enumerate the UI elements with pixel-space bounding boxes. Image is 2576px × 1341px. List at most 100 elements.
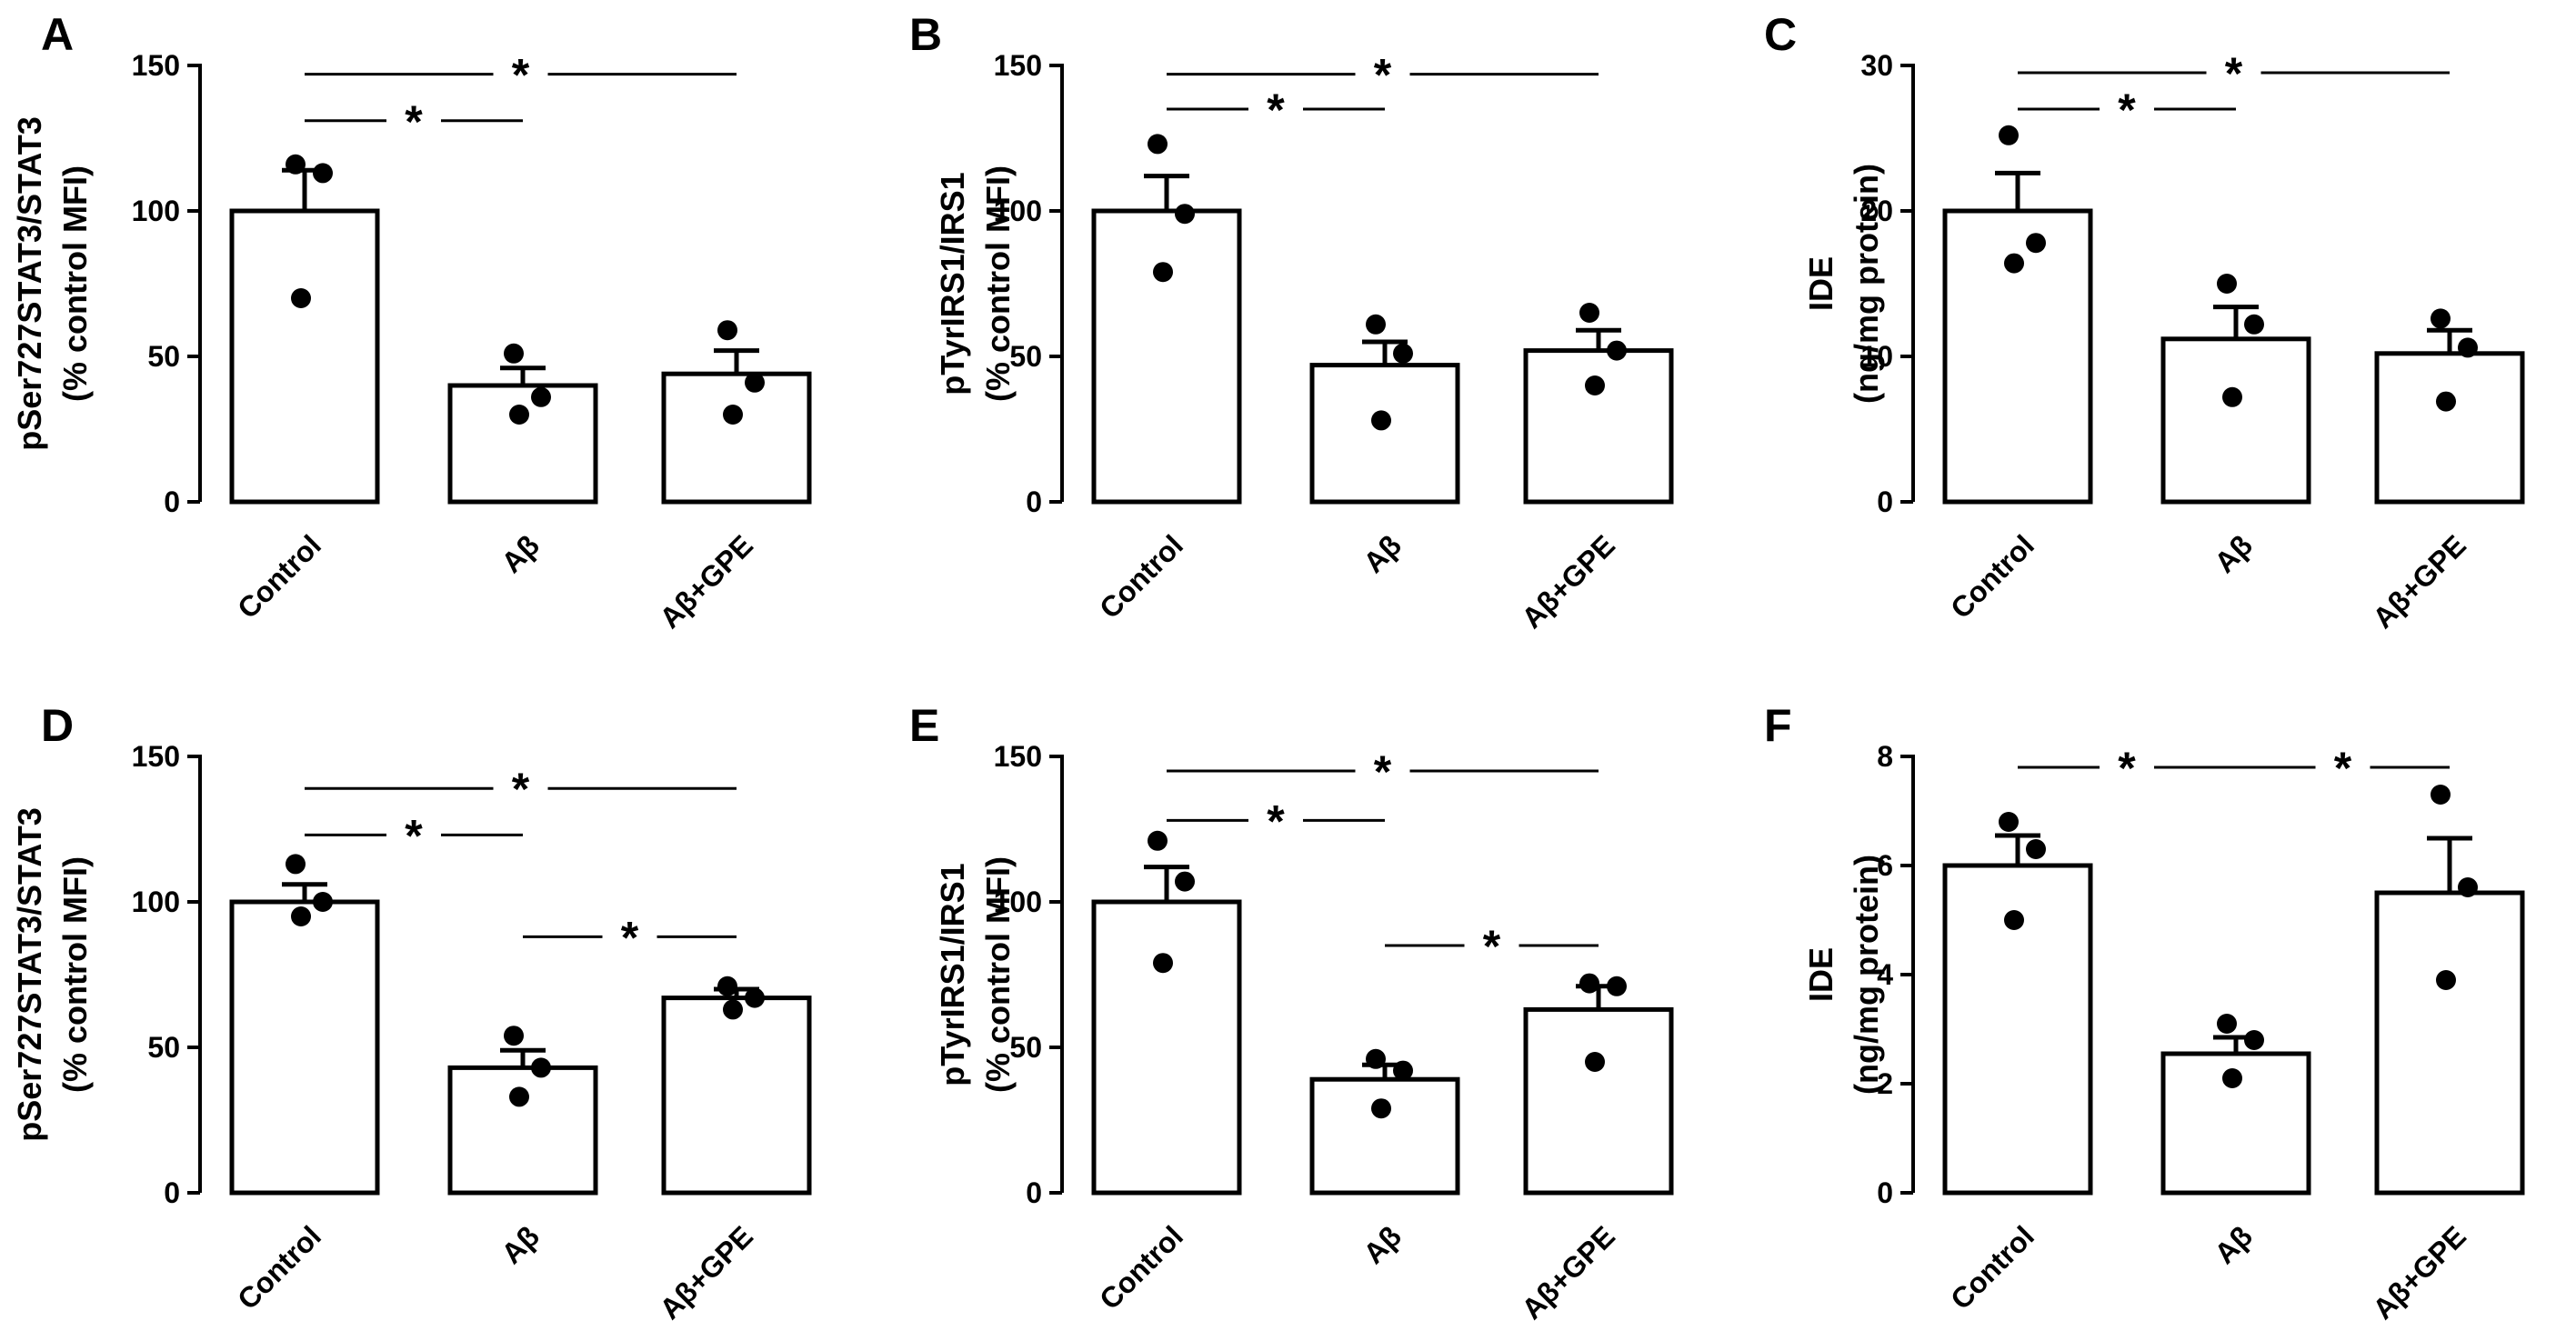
x-category-label: Aβ+GPE — [2366, 528, 2472, 635]
y-tick-label: 0 — [164, 485, 180, 518]
significance-star: * — [512, 764, 530, 815]
x-category-label: Aβ — [2208, 1219, 2259, 1270]
data-point — [2431, 308, 2451, 329]
y-tick-label: 0 — [164, 1176, 180, 1209]
data-point — [2026, 839, 2046, 859]
data-point — [291, 288, 311, 308]
significance-star: * — [2334, 743, 2352, 794]
bar-0 — [229, 208, 380, 505]
bar-1 — [1309, 363, 1460, 505]
significance-star: * — [621, 912, 639, 963]
x-category-label: Control — [231, 528, 327, 625]
x-category-label: Aβ — [2208, 528, 2259, 579]
data-point — [1607, 340, 1627, 361]
y-tick-label: 50 — [1009, 1031, 1042, 1064]
y-tick-label: 0 — [1026, 485, 1042, 518]
data-point — [531, 1057, 551, 1078]
significance-star: * — [1267, 796, 1285, 846]
bar-1 — [447, 383, 598, 505]
data-point — [745, 372, 765, 393]
data-point — [286, 154, 306, 175]
data-point — [504, 1026, 524, 1046]
y-tick-label: 0 — [1026, 1176, 1042, 1209]
x-category-label: Control — [1093, 528, 1189, 625]
y-axis-unit: (% control MFI) — [979, 856, 1017, 1093]
y-axis-title: pTyrIRS1/IRS1 — [934, 863, 971, 1086]
data-point — [1579, 303, 1599, 323]
data-point — [291, 906, 311, 926]
data-point — [717, 320, 737, 341]
data-point — [509, 1086, 529, 1107]
data-point — [509, 405, 529, 425]
panel-letter: D — [41, 700, 74, 751]
y-tick-label: 20 — [1860, 195, 1893, 227]
data-point — [313, 892, 333, 912]
significance-star: * — [1483, 921, 1501, 972]
data-point — [2244, 1030, 2264, 1050]
bar-2 — [1523, 1006, 1674, 1196]
data-point — [1175, 204, 1195, 225]
y-axis-title: IDE — [1802, 256, 1839, 311]
y-tick-label: 100 — [994, 195, 1042, 227]
bar-0 — [229, 899, 380, 1196]
significance-star: * — [1267, 85, 1285, 135]
data-point — [2431, 785, 2451, 805]
x-category-label: Aβ+GPE — [1515, 528, 1621, 635]
bar-2 — [2374, 890, 2525, 1196]
y-axis-unit: (ng/mg protein) — [1848, 164, 1885, 404]
data-point — [1153, 953, 1173, 974]
data-point — [2244, 314, 2264, 335]
data-point — [745, 987, 765, 1008]
x-category-label: Control — [1944, 1219, 2040, 1316]
y-tick-label: 50 — [147, 1031, 180, 1064]
significance-star: * — [512, 50, 530, 101]
bar-2 — [661, 996, 812, 1196]
data-point — [1999, 812, 2019, 832]
significance-star: * — [405, 810, 423, 861]
y-tick-label: 0 — [1877, 485, 1893, 518]
bar-1 — [447, 1065, 598, 1196]
y-tick-label: 50 — [1009, 340, 1042, 373]
x-category-label: Aβ+GPE — [1515, 1219, 1621, 1326]
bar-0 — [1091, 899, 1242, 1196]
panel-letter: B — [909, 9, 942, 60]
x-category-label: Control — [1944, 528, 2040, 625]
panel-letter: F — [1764, 700, 1792, 751]
x-category-label: Control — [231, 1219, 327, 1316]
data-point — [717, 976, 737, 996]
data-point — [1579, 973, 1599, 994]
x-category-label: Aβ+GPE — [653, 528, 759, 635]
data-point — [1371, 1098, 1391, 1119]
x-category-label: Aβ — [1357, 1219, 1408, 1270]
x-category-label: Aβ+GPE — [2366, 1219, 2472, 1326]
significance-star: * — [2118, 85, 2136, 135]
x-category-label: Aβ — [495, 528, 546, 579]
panel-letter: C — [1764, 9, 1797, 60]
y-tick-label: 150 — [994, 740, 1042, 773]
bar-1 — [2160, 336, 2311, 505]
data-point — [1153, 262, 1173, 283]
y-tick-label: 150 — [132, 740, 180, 773]
data-point — [2458, 337, 2478, 358]
y-tick-label: 10 — [1860, 340, 1893, 373]
y-tick-label: 150 — [132, 49, 180, 82]
data-point — [2026, 233, 2046, 254]
data-point — [1607, 976, 1627, 996]
y-tick-label: 2 — [1877, 1067, 1893, 1100]
panel-letter: E — [909, 700, 939, 751]
x-category-label: Control — [1093, 1219, 1189, 1316]
data-point — [1393, 343, 1413, 364]
data-point — [1366, 1048, 1386, 1069]
y-axis-unit: (% control MFI) — [56, 856, 94, 1093]
significance-star: * — [2118, 743, 2136, 794]
data-point — [723, 999, 743, 1020]
y-axis-title: pTyrIRS1/IRS1 — [934, 172, 971, 395]
data-point — [1148, 830, 1168, 851]
data-point — [2217, 274, 2237, 294]
y-tick-label: 0 — [1877, 1176, 1893, 1209]
y-tick-label: 4 — [1877, 958, 1893, 991]
